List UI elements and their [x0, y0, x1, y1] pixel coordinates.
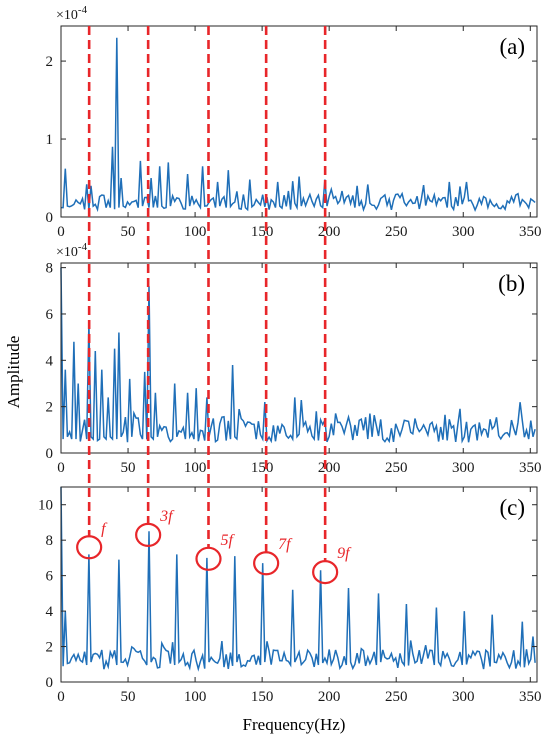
spectrum-line-a	[61, 37, 536, 213]
x-tick-label-a: 150	[251, 224, 274, 240]
y-tick-label-a: 1	[46, 132, 54, 148]
x-tick-label-a: 100	[184, 224, 207, 240]
y-tick-label-c: 2	[46, 640, 54, 656]
y-tick-label-c: 8	[46, 533, 54, 549]
harmonic-label: 5f	[220, 532, 235, 549]
y-tick-label-a: 0	[46, 210, 54, 226]
y-tick-label-c: 0	[46, 675, 54, 691]
panel-label-b: (b)	[498, 271, 525, 296]
harmonic-circle	[135, 522, 162, 547]
x-tick-label-c: 300	[452, 689, 475, 705]
exponent-label-a: ×10-4	[56, 4, 88, 23]
panel-label-c: (c)	[499, 495, 525, 520]
panel-label-a: (a)	[499, 34, 525, 59]
y-tick-label-a: 2	[46, 54, 54, 70]
x-tick-label-b: 200	[318, 460, 341, 476]
x-tick-label-c: 350	[519, 689, 542, 705]
y-tick-label-c: 4	[46, 604, 54, 620]
axes-box-b	[60, 262, 538, 454]
x-tick-label-c: 200	[318, 689, 341, 705]
harmonic-label: 3f	[159, 508, 175, 525]
y-tick-label-c: 6	[46, 569, 54, 585]
harmonic-circle	[195, 546, 222, 571]
y-tick-label-b: 8	[46, 261, 54, 277]
x-tick-label-b: 250	[385, 460, 408, 476]
axes-box-a	[60, 25, 538, 218]
x-tick-label-a: 200	[318, 224, 341, 240]
exponent-label-b: ×10-4	[56, 241, 88, 260]
x-tick-label-b: 300	[452, 460, 475, 476]
x-tick-label-b: 150	[251, 460, 274, 476]
y-axis-label: Amplitude	[4, 336, 23, 409]
harmonic-label: f	[101, 520, 108, 537]
x-tick-label-c: 250	[385, 689, 408, 705]
panel-b: 0 50 100 150 200 250 300 350 0 2 4 6 8×10-4 (b)	[46, 241, 542, 476]
x-tick-label-a: 300	[452, 224, 475, 240]
x-tick-label-c: 50	[121, 689, 136, 705]
harmonic-circle	[312, 559, 339, 585]
x-tick-label-c: 100	[184, 689, 207, 705]
x-tick-label-a: 350	[519, 224, 542, 240]
x-tick-label-a: 50	[121, 224, 136, 240]
y-tick-label-b: 6	[46, 307, 54, 323]
harmonic-circle	[76, 535, 103, 560]
y-tick-label-c: 10	[38, 498, 53, 514]
x-tick-label-c: 150	[251, 689, 274, 705]
x-tick-label-a: 0	[57, 224, 65, 240]
x-tick-label-b: 350	[519, 460, 542, 476]
panel-c: 0 50 100 150 200 250 300 350 0 2 4 6 8 10 (c)	[38, 486, 542, 705]
y-tick-label-b: 2	[46, 400, 54, 416]
harmonic-label: 9f	[337, 545, 352, 562]
spectrum-line-b	[60, 267, 536, 444]
x-tick-label-b: 100	[184, 460, 207, 476]
y-tick-label-b: 0	[46, 446, 54, 462]
axes-box-c	[60, 486, 538, 683]
harmonic-circle	[253, 551, 280, 576]
x-tick-label-a: 250	[385, 224, 408, 240]
x-tick-label-b: 50	[121, 460, 136, 476]
y-tick-label-b: 4	[46, 353, 54, 369]
panel-a: 0 50 100 150 200 250 300 350 0 1 2 ×10-4 (a)	[46, 4, 542, 240]
harmonic-marker-layer: f 3f 5f 7f 9f	[76, 26, 352, 585]
x-tick-label-b: 0	[57, 460, 65, 476]
harmonic-label: 7f	[278, 536, 293, 553]
x-axis-label: Frequency(Hz)	[243, 715, 346, 734]
spectrum-line-c	[60, 486, 536, 672]
x-tick-label-c: 0	[57, 689, 65, 705]
